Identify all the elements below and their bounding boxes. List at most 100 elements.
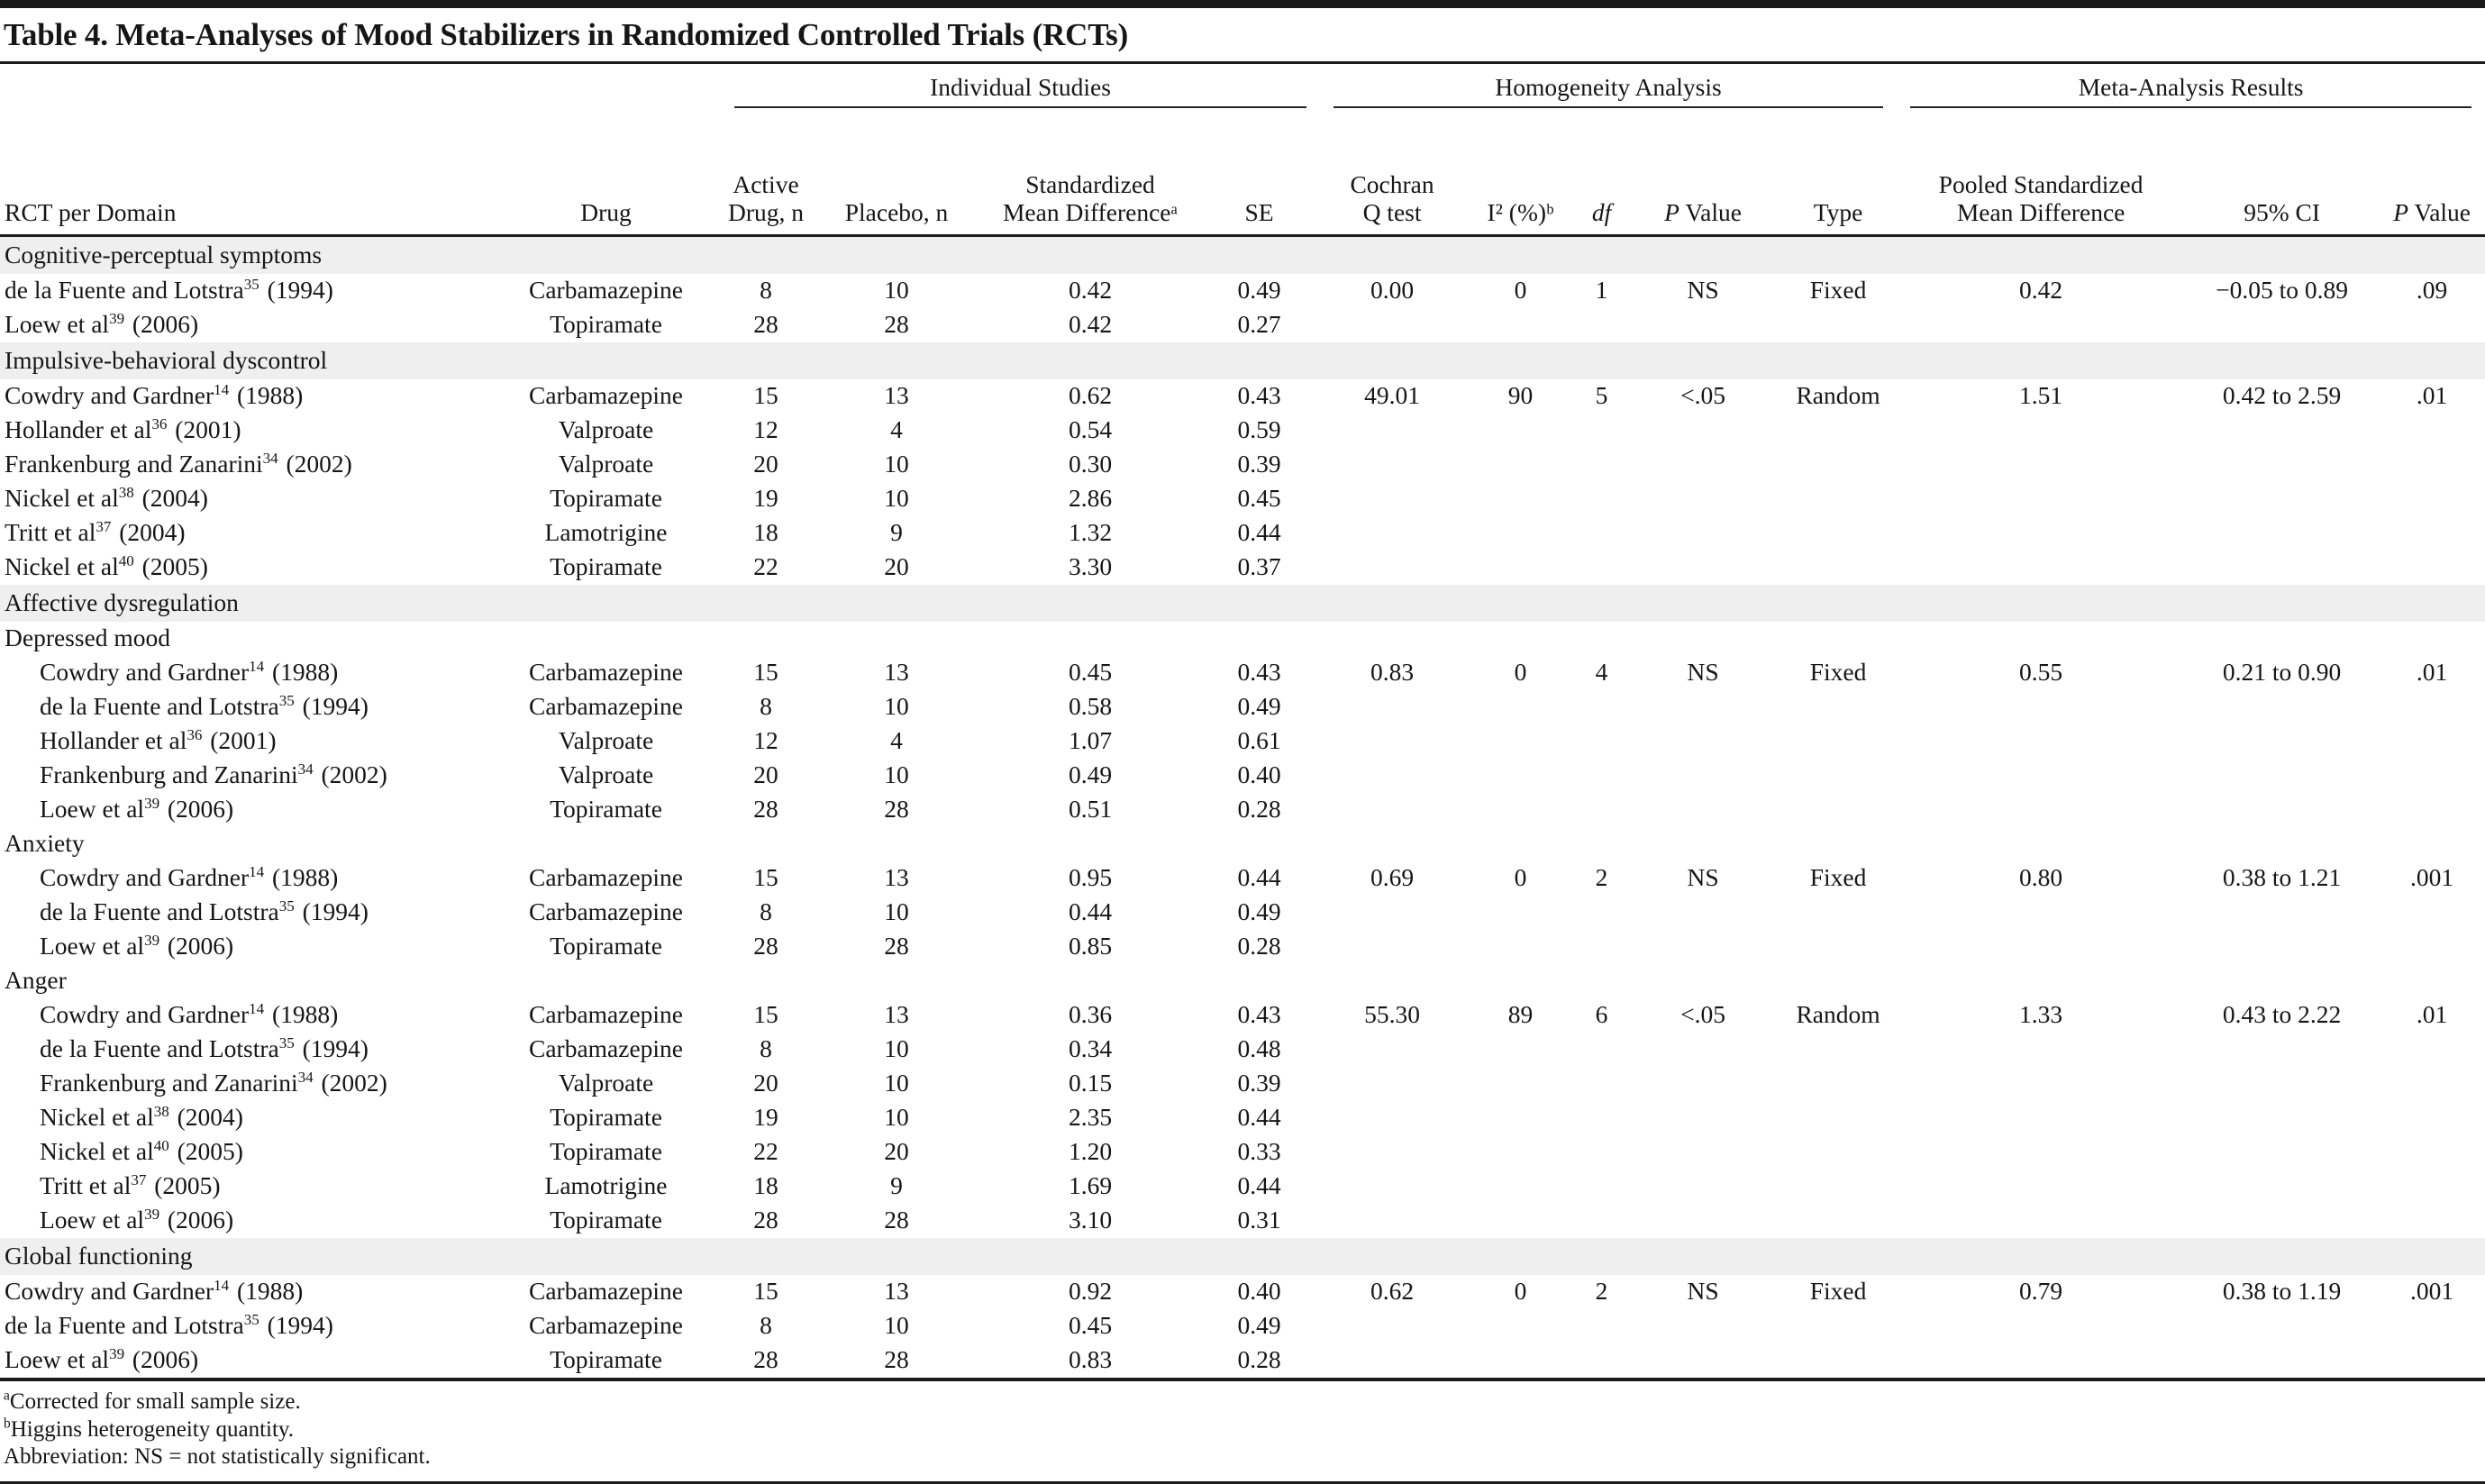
cell-type: [1780, 1309, 1897, 1343]
cell-placebo-n: 28: [884, 932, 909, 960]
cell-standardized-mean-difference: 0.45: [1068, 658, 1113, 686]
cell-standardized-mean-difference: 0.54: [1068, 415, 1113, 443]
cell-study: Frankenburg and Zanarini34 (2002): [0, 448, 491, 482]
cell-type: [1780, 690, 1897, 724]
study-reference-number: 39: [144, 931, 160, 949]
cell-se: 0.28: [1237, 795, 1281, 823]
cell-df: [1577, 1101, 1626, 1135]
col-drug: Drug: [491, 109, 721, 237]
cell-df: [1577, 1033, 1626, 1067]
study-row: de la Fuente and Lotstra35 (1994) Carbamaz…: [0, 690, 2485, 724]
cell-p-value-meta: .001: [2410, 1277, 2454, 1305]
cell-active-drug-n: 15: [753, 381, 778, 409]
cell-p-value-meta: [2379, 793, 2485, 827]
cell-drug: Lamotrigine: [544, 1171, 668, 1199]
study-row: Frankenburg and Zanarini34 (2002) Valproat…: [0, 1067, 2485, 1101]
study-reference-number: 40: [153, 1136, 169, 1154]
study-reference-number: 38: [118, 483, 134, 501]
cell-p-value-meta: [2379, 1343, 2485, 1378]
cell-placebo-n: 10: [884, 1311, 909, 1339]
cell-placebo-n: 10: [884, 760, 909, 788]
study-reference-number: 14: [214, 380, 230, 398]
cell-p-value: [1626, 759, 1780, 793]
group-homogeneity-analysis: Homogeneity Analysis: [1320, 64, 1897, 109]
col-cochran-q-test: Cochran Q test: [1320, 109, 1465, 237]
cell-standardized-mean-difference: 0.83: [1068, 1345, 1113, 1373]
study-year: (2002): [286, 450, 352, 478]
cell-p-value: NS: [1687, 1277, 1719, 1305]
study-row: Loew et al39 (2006) Topiramate 28 28 3.10 0.31: [0, 1204, 2485, 1238]
study-year: (2005): [141, 552, 208, 580]
cell-study: Cowdry and Gardner14 (1988): [0, 861, 491, 896]
cell-95-ci: [2185, 896, 2379, 930]
cell-study: de la Fuente and Lotstra35 (1994): [0, 1309, 491, 1343]
cell-i2: [1464, 1343, 1577, 1378]
cell-type: [1780, 724, 1897, 759]
cell-type: [1780, 448, 1897, 482]
cell-standardized-mean-difference: 1.32: [1068, 518, 1113, 546]
cell-active-drug-n: 19: [753, 1103, 778, 1131]
cell-cochran-q: [1320, 1033, 1464, 1067]
cell-p-value: [1626, 793, 1780, 827]
cell-study: Loew et al39 (2006): [0, 308, 491, 342]
study-reference-number: 36: [151, 414, 168, 432]
cell-pooled-smd: [1897, 1309, 2185, 1343]
cell-df: 6: [1595, 1000, 1608, 1028]
study-year: (2005): [154, 1171, 221, 1199]
col-p-value-meta: P Value: [2379, 109, 2485, 237]
cell-active-drug-n: 12: [753, 726, 778, 754]
cell-95-ci: [2185, 1170, 2379, 1204]
cell-i2: [1464, 759, 1577, 793]
study-row: Cowdry and Gardner14 (1988) Carbamazepine 1…: [0, 998, 2485, 1033]
cell-pooled-smd: 0.55: [2019, 658, 2063, 686]
cell-se: 0.31: [1237, 1206, 1281, 1234]
cell-placebo-n: 9: [890, 518, 903, 546]
cell-study: Tritt et al37 (2005): [0, 1170, 491, 1204]
cell-i2: 89: [1507, 1000, 1534, 1028]
group-spacer: [0, 64, 721, 109]
study-row: Cowdry and Gardner14 (1988) Carbamazepine 1…: [0, 1275, 2485, 1309]
study-reference-number: 34: [262, 449, 278, 467]
cell-se: 0.48: [1237, 1034, 1281, 1062]
cell-se: 0.49: [1237, 897, 1281, 925]
section-header-row: Affective dysregulation: [0, 585, 2485, 622]
section-header-row: Global functioning: [0, 1238, 2485, 1275]
cell-se: 0.44: [1237, 518, 1281, 546]
cell-p-value-meta: [2379, 1135, 2485, 1170]
cell-type: [1780, 482, 1897, 516]
cell-p-value: [1626, 1309, 1780, 1343]
study-name: Hollander et al: [40, 726, 187, 754]
cell-p-value: [1626, 1135, 1780, 1170]
cell-95-ci: [2185, 414, 2379, 448]
cell-95-ci: [2185, 482, 2379, 516]
cell-df: [1577, 308, 1626, 342]
cell-study: Loew et al39 (2006): [0, 1204, 491, 1238]
cell-se: 0.40: [1237, 760, 1281, 788]
cell-drug: Carbamazepine: [528, 692, 683, 720]
cell-p-value-meta: [2379, 690, 2485, 724]
cell-placebo-n: 13: [884, 1000, 909, 1028]
cell-type: [1780, 516, 1897, 551]
cell-i2: [1464, 930, 1577, 964]
cell-i2: [1464, 516, 1577, 551]
cell-df: [1577, 1067, 1626, 1101]
cell-i2: [1464, 1067, 1577, 1101]
footnote-abbreviation: Abbreviation: NS = not statistically sig…: [4, 1444, 431, 1469]
study-row: Frankenburg and Zanarini34 (2002) Valproat…: [0, 759, 2485, 793]
col-p-value: P Value: [1626, 109, 1780, 237]
cell-standardized-mean-difference: 0.30: [1068, 450, 1113, 478]
study-name: de la Fuente and Lotstra: [40, 897, 279, 925]
cell-pooled-smd: [1897, 793, 2185, 827]
cell-pooled-smd: [1897, 448, 2185, 482]
cell-se: 0.28: [1237, 932, 1281, 960]
cell-cochran-q: 0.83: [1370, 658, 1415, 686]
cell-se: 0.33: [1237, 1137, 1281, 1165]
cell-drug: Carbamazepine: [528, 897, 683, 925]
cell-cochran-q: 0.00: [1370, 276, 1415, 304]
cell-95-ci: [2185, 1204, 2379, 1238]
cell-se: 0.28: [1237, 1345, 1281, 1373]
cell-p-value-meta: [2379, 1309, 2485, 1343]
cell-active-drug-n: 19: [753, 484, 778, 512]
study-year: (2002): [321, 760, 387, 788]
cell-type: Fixed: [1809, 863, 1867, 891]
